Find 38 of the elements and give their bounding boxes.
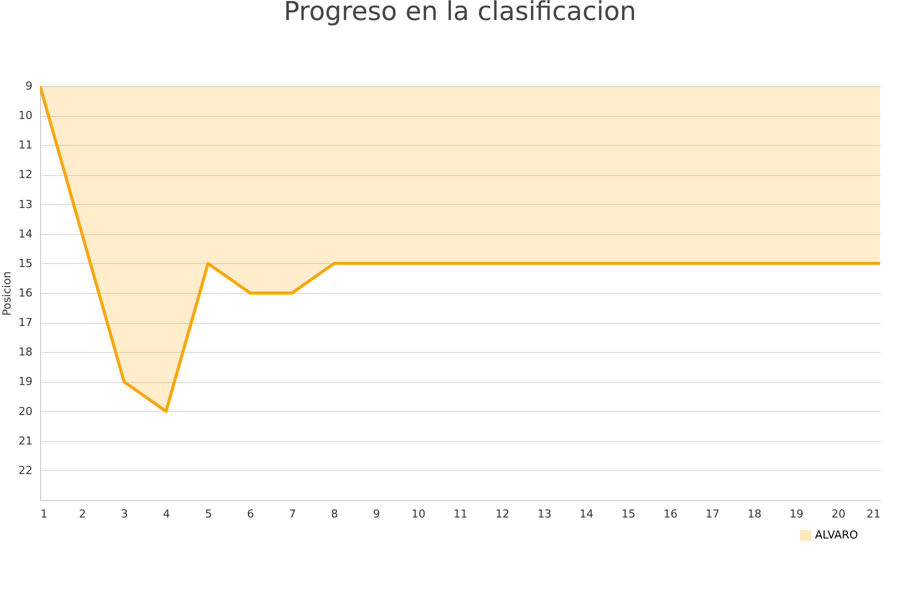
y-tick-label: 13 [18,198,32,211]
y-axis-title: Posicion [0,271,14,316]
x-tick-label: 17 [706,508,720,520]
y-tick-label: 19 [18,375,32,388]
x-tick-label: 12 [496,508,510,520]
y-tick-label: 21 [18,434,32,448]
y-tick-label: 20 [18,404,32,418]
x-tick-label: 6 [247,508,254,520]
x-tick-label: 15 [622,508,636,520]
y-tick-label: 15 [18,256,32,270]
x-tick-label: 13 [538,508,552,520]
legend-label: ALVARO [815,528,858,542]
y-tick-label: 18 [18,346,32,359]
x-tick-label: 10 [412,508,426,520]
x-tick-label: 2 [79,508,86,520]
x-tick-label: 8 [331,508,338,520]
x-tick-label: 5 [205,508,212,520]
x-tick-label: 4 [163,508,170,520]
x-tick-label: 18 [748,508,762,520]
y-tick-label: 10 [18,109,32,122]
x-tick-label: 9 [373,508,380,520]
y-tick-label: 17 [18,316,32,330]
x-tick-label: 11 [454,508,468,520]
x-tick-label: 20 [832,508,846,520]
x-tick-label: 16 [664,508,678,520]
y-tick-label: 14 [18,227,32,240]
y-tick-label: 9 [26,80,32,92]
y-tick-label: 16 [18,286,32,300]
x-tick-label: 21 [866,508,880,520]
y-tick-label: 11 [18,138,32,152]
chart-title: Progreso en la clasificacion [284,0,636,27]
x-tick-label: 7 [289,508,296,520]
x-tick-label: 1 [40,508,48,520]
x-tick-label: 19 [790,508,804,520]
y-tick-label: 12 [18,168,32,182]
x-tick-label: 3 [121,508,128,520]
x-tick-label: 14 [580,508,594,520]
y-tick-label: 22 [18,464,32,477]
